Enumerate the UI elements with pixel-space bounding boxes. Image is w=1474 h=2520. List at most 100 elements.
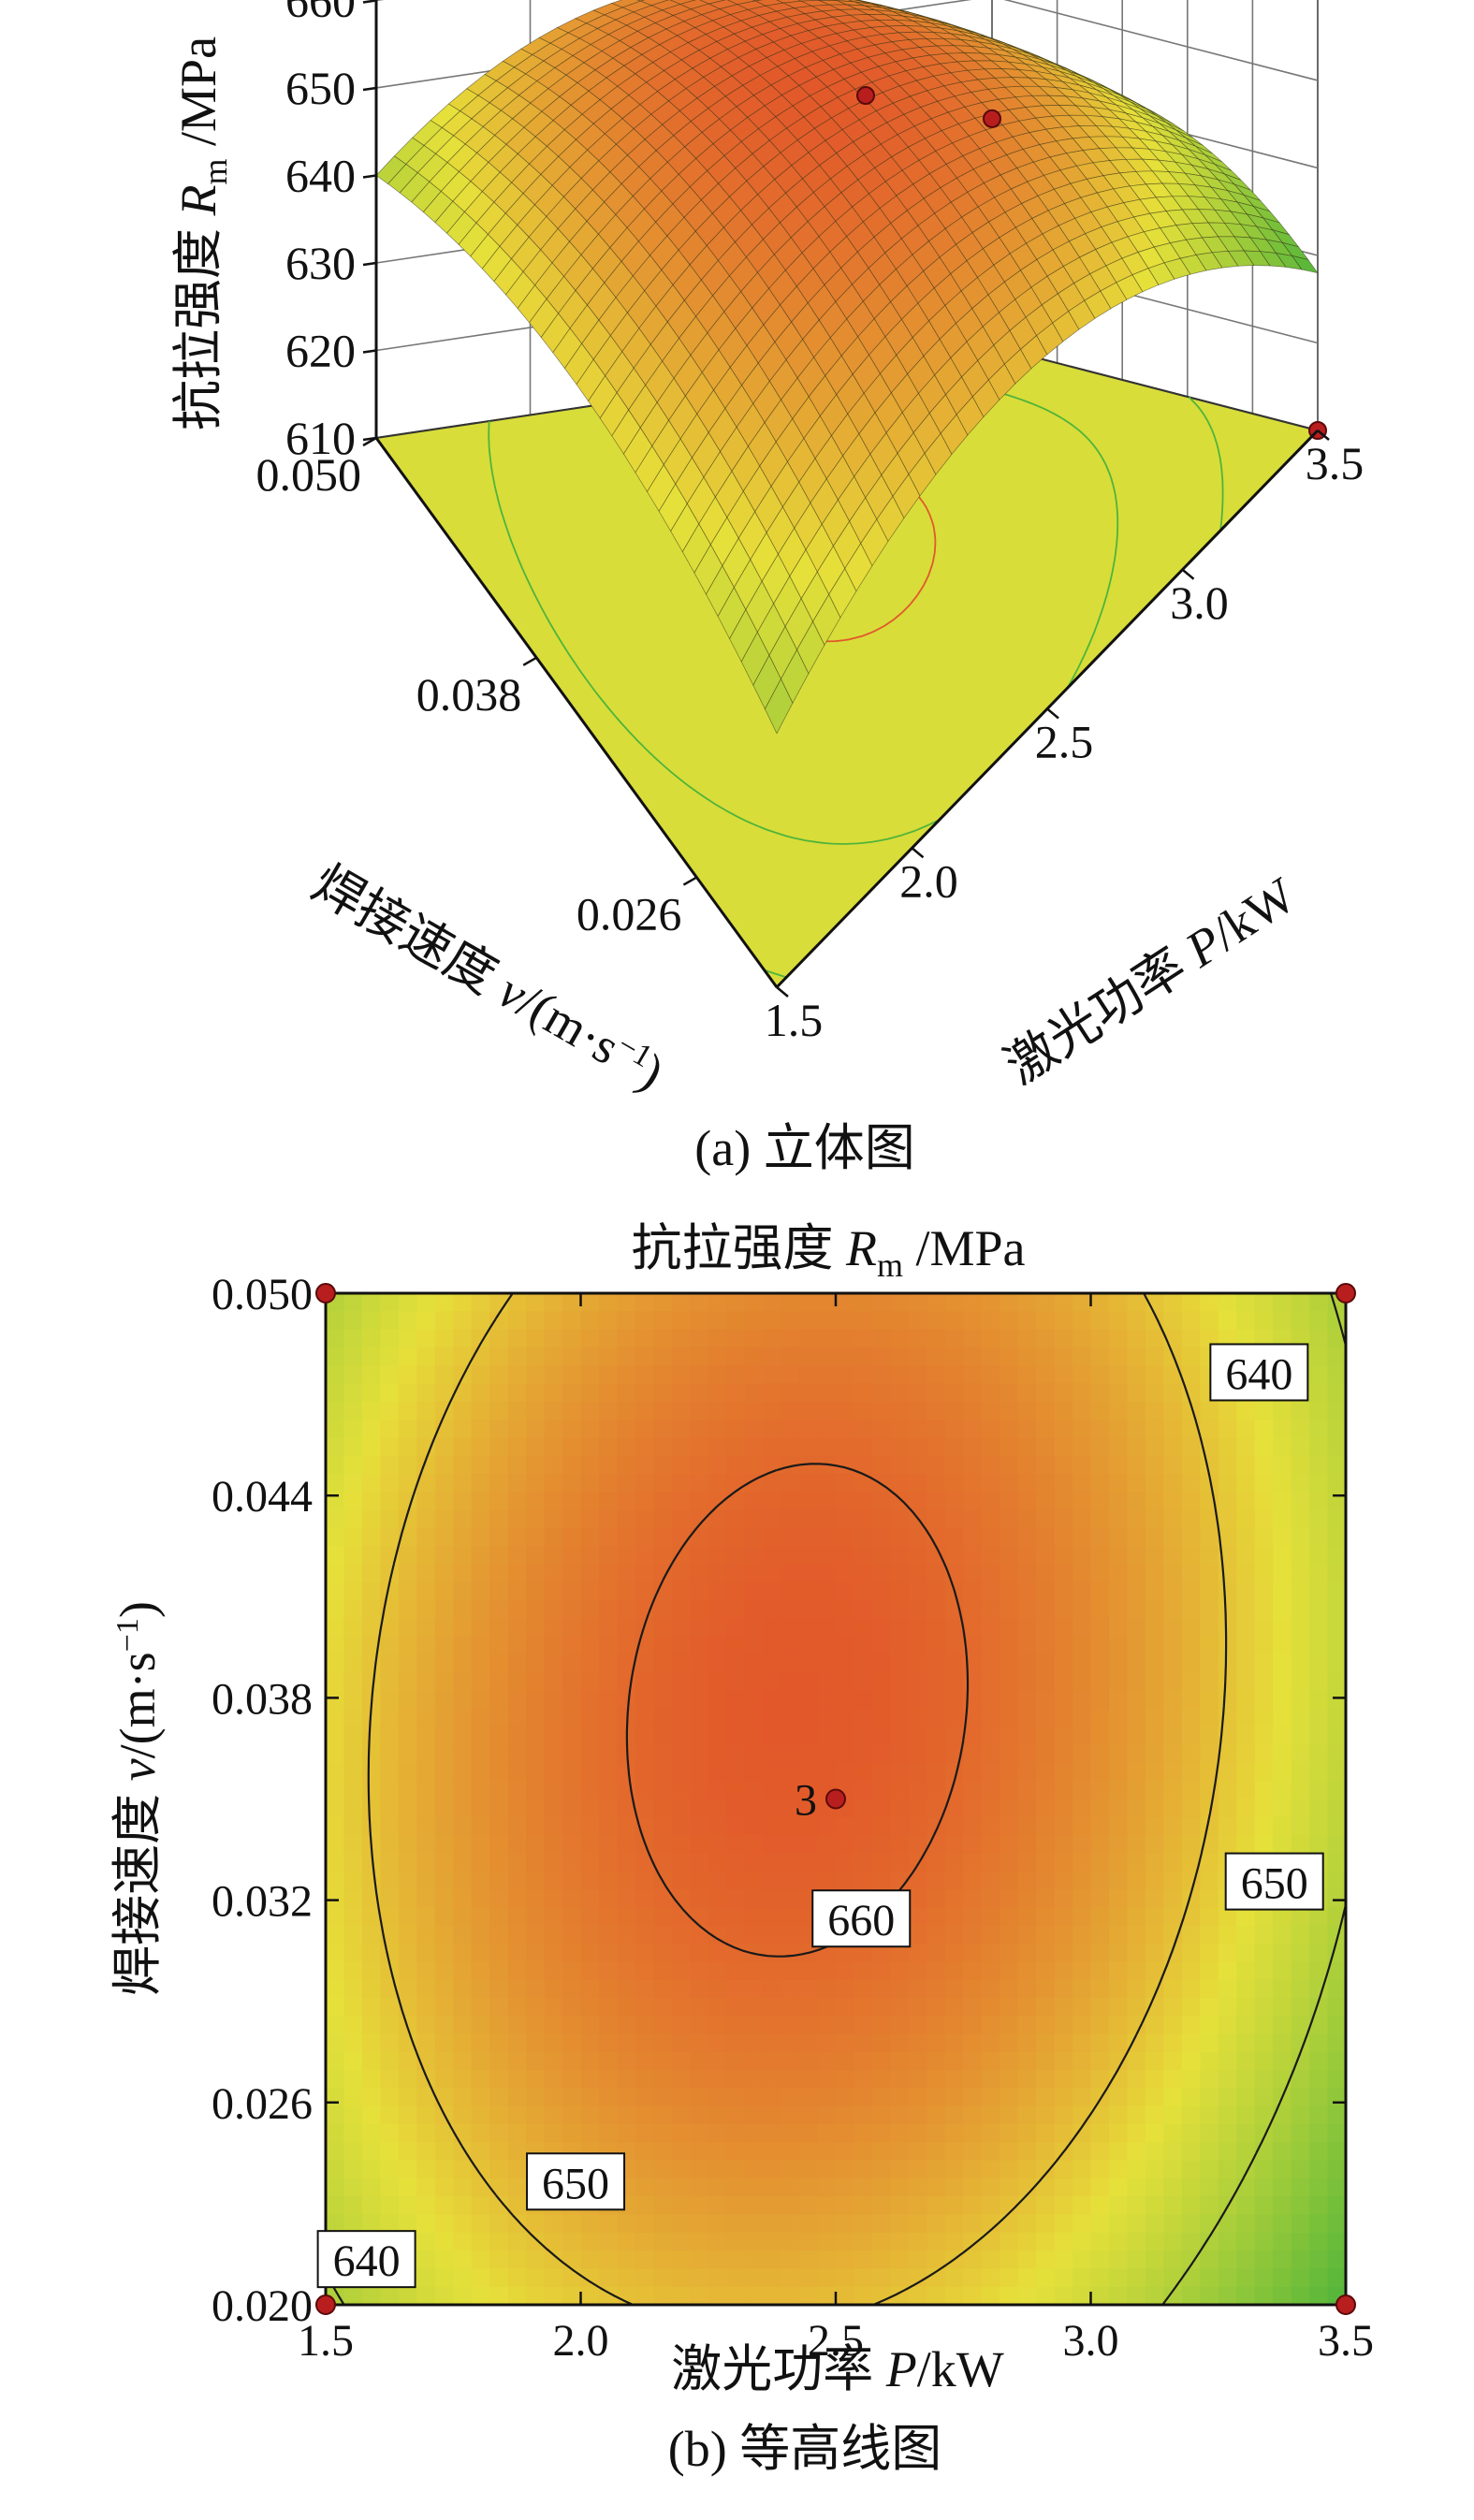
- heat-cell: [1090, 2251, 1110, 2270]
- heat-cell: [343, 1816, 363, 1836]
- heat-cell: [1000, 1690, 1019, 1710]
- heat-cell: [489, 1762, 509, 1782]
- heat-cell: [507, 2105, 527, 2125]
- heat-cell: [544, 1437, 563, 1457]
- heat-cell: [1000, 1564, 1019, 1583]
- heat-cell: [598, 2123, 619, 2144]
- heat-cell: [598, 2232, 619, 2251]
- heat-cell: [1090, 1311, 1110, 1331]
- heat-cell: [908, 1365, 928, 1385]
- heat-cell: [562, 2214, 582, 2234]
- heat-cell: [562, 2105, 582, 2125]
- heat-cell: [507, 1997, 527, 2017]
- heat-cell: [671, 2196, 692, 2216]
- heat-cell: [562, 1618, 582, 1638]
- heat-cell: [1000, 2214, 1019, 2234]
- heat-cell: [1200, 1546, 1219, 1566]
- heat-cell: [1108, 1311, 1129, 1331]
- heat-cell: [963, 1979, 983, 1999]
- heat-cell: [1036, 1509, 1056, 1529]
- heat-cell: [1236, 2160, 1256, 2179]
- heat-cell: [871, 1401, 892, 1420]
- heat-cell: [854, 2142, 873, 2162]
- surface-patch: [669, 0, 697, 5]
- heat-cell: [871, 1672, 892, 1692]
- heat-cell: [726, 1799, 746, 1818]
- heat-cell: [1200, 1672, 1219, 1692]
- heat-cell: [398, 1907, 418, 1927]
- heat-cell: [781, 2160, 800, 2179]
- heat-cell: [799, 1853, 819, 1872]
- heat-cell: [544, 1420, 563, 1439]
- x-tick-label-3d: 2.5: [1035, 716, 1094, 768]
- heat-cell: [526, 1744, 546, 1764]
- heat-cell: [781, 1889, 800, 1909]
- heat-cell: [963, 1600, 983, 1620]
- heat-cell: [1000, 1311, 1019, 1331]
- heat-cell: [1073, 1564, 1092, 1583]
- heat-cell: [726, 2033, 746, 2053]
- contour-ticks: 1.5 2.0 2.5 3.0 3.50.0200.0260.0320.0380.044…: [212, 1270, 1374, 2366]
- heat-cell: [326, 1799, 345, 1818]
- heat-cell: [690, 2105, 709, 2125]
- heat-cell: [471, 1961, 490, 1981]
- heat-cell: [453, 1907, 473, 1927]
- heat-cell: [1273, 2232, 1292, 2251]
- heat-cell: [817, 1816, 837, 1836]
- heat-cell: [690, 1474, 709, 1493]
- heat-cell: [1236, 1690, 1256, 1710]
- heat-cell: [1218, 1654, 1238, 1674]
- heat-cell: [562, 2232, 582, 2251]
- heat-cell: [1090, 2033, 1110, 2053]
- heat-cell: [526, 1329, 546, 1348]
- heat-cell: [763, 2105, 782, 2125]
- heat-cell: [471, 1509, 490, 1529]
- contour-label-box: [526, 2152, 626, 2211]
- heat-cell: [617, 1455, 636, 1475]
- heat-cell: [981, 1835, 1000, 1855]
- heat-cell: [1054, 1474, 1073, 1493]
- heat-cell: [927, 1762, 946, 1782]
- heat-cell: [908, 1781, 928, 1800]
- heat-cell: [871, 1437, 892, 1457]
- heat-cell: [398, 1781, 418, 1800]
- heat-cell: [763, 2178, 782, 2197]
- heat-cell: [544, 1835, 563, 1855]
- heat-cell: [944, 2268, 965, 2288]
- heat-cell: [963, 1943, 983, 1963]
- heat-cell: [1108, 1293, 1129, 1313]
- heat-cell: [908, 1293, 928, 1313]
- heat-cell: [526, 2268, 546, 2288]
- heat-cell: [653, 1997, 673, 2017]
- heat-cell: [744, 1781, 764, 1800]
- heat-cell: [1181, 1744, 1202, 1764]
- heat-cell: [908, 1311, 928, 1331]
- heat-cell: [1163, 1799, 1183, 1818]
- heat-cell: [927, 2123, 946, 2144]
- heat-cell: [854, 1600, 873, 1620]
- design-point: [856, 85, 875, 105]
- heat-cell: [398, 2196, 418, 2216]
- heat-cell: [708, 1961, 728, 1981]
- heat-cell: [981, 2105, 1000, 2125]
- heat-cell: [416, 1329, 436, 1348]
- heat-cell: [635, 2016, 655, 2035]
- heat-cell: [690, 1600, 709, 1620]
- heat-cell: [507, 1401, 527, 1420]
- heat-cell: [690, 2178, 709, 2197]
- heat-cell: [398, 1618, 418, 1638]
- heat-cell: [763, 2033, 782, 2053]
- heat-cell: [1000, 1618, 1019, 1638]
- heat-cell: [434, 2070, 455, 2090]
- heat-cell: [854, 2214, 873, 2234]
- heat-cell: [1236, 1979, 1256, 1999]
- heat-cell: [653, 1943, 673, 1963]
- heat-cell: [1236, 1455, 1256, 1475]
- heat-cell: [580, 1816, 600, 1836]
- heat-cell: [1309, 1546, 1329, 1566]
- heat-cell: [763, 1744, 782, 1764]
- heat-cell: [598, 2016, 619, 2035]
- heat-cell: [708, 1871, 728, 1890]
- heat-cell: [1236, 2088, 1256, 2107]
